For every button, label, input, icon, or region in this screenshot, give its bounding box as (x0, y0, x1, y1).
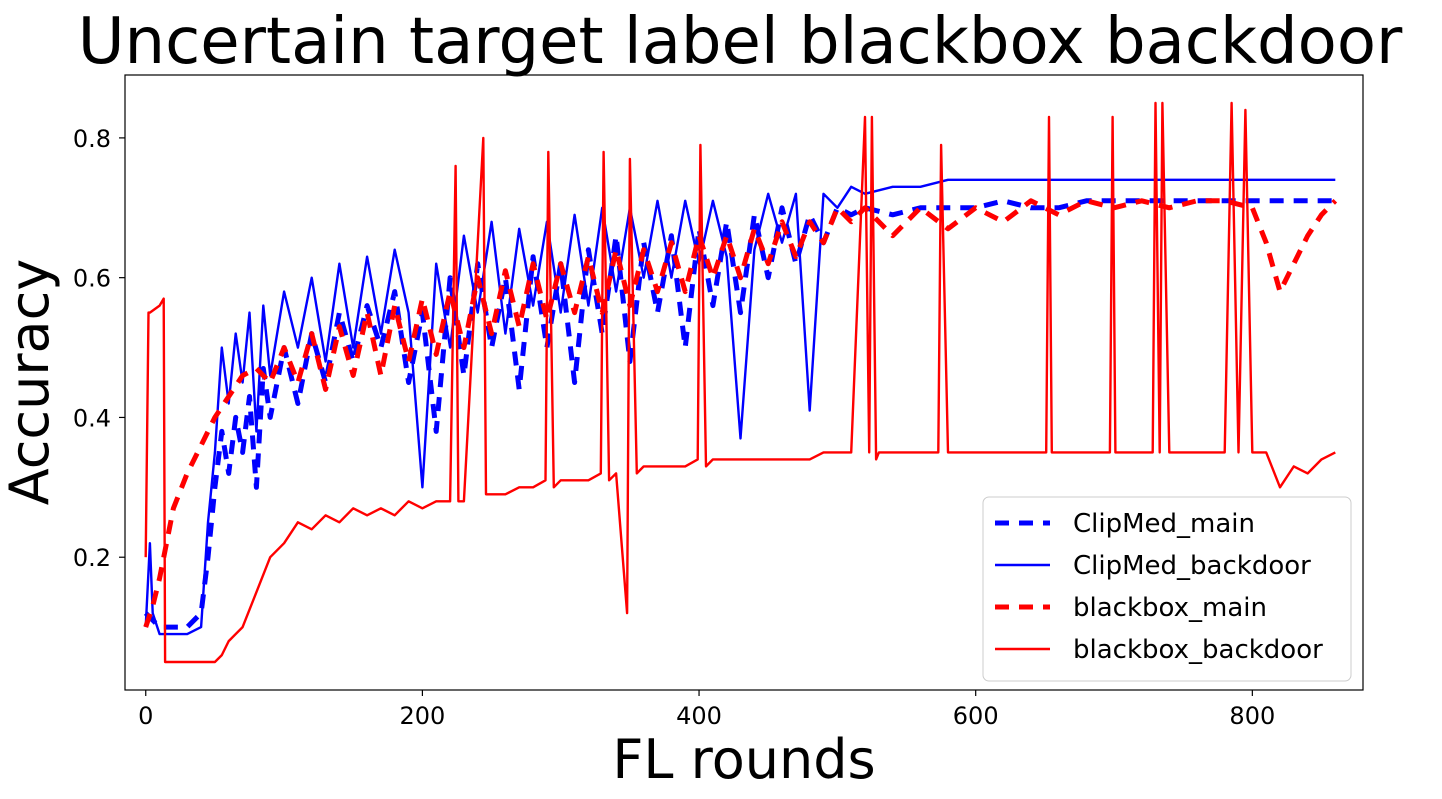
y-tick-label: 0.2 (73, 544, 111, 572)
legend-label-0: ClipMed_main (1073, 509, 1255, 539)
y-tick-label: 0.6 (73, 265, 111, 293)
chart-title: Uncertain target label blackbox backdoor (78, 5, 1403, 79)
x-axis-title: FL rounds (612, 728, 875, 791)
x-tick-label: 400 (676, 702, 722, 730)
legend-box (982, 496, 1352, 682)
series-line-3 (144, 101, 1336, 664)
plot-frame (124, 74, 1364, 691)
series-line-0 (143, 198, 1336, 630)
legend-label-3: blackbox_backdoor (1073, 635, 1323, 665)
x-tick-label: 800 (1229, 702, 1275, 730)
x-tick-label: 200 (399, 702, 445, 730)
legend-label-2: blackbox_main (1073, 593, 1267, 623)
series-line-1 (144, 178, 1336, 636)
x-tick-label: 600 (953, 702, 999, 730)
legend-items: ClipMed_main ClipMed_backdoor blackbox_mai… (995, 509, 1323, 665)
x-tick-label: 0 (138, 702, 153, 730)
y-tick-label: 0.4 (73, 404, 111, 432)
series-layer (143, 101, 1338, 664)
legend: ClipMed_main ClipMed_backdoor blackbox_mai… (982, 496, 1352, 682)
legend-label-1: ClipMed_backdoor (1073, 551, 1311, 581)
y-axis-title: Accuracy (0, 259, 61, 506)
ticks-layer: 0 200 400 600 800 0.2 0.4 0.6 0.8 (73, 125, 1275, 730)
y-tick-label: 0.8 (73, 125, 111, 153)
